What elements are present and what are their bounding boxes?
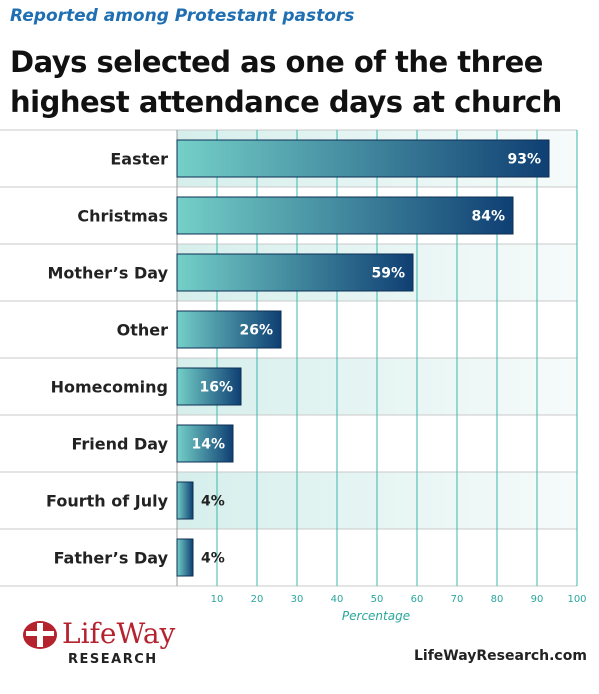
value-label: 59% — [371, 266, 405, 282]
bars — [176, 139, 550, 577]
logo-wordmark: LifeWay — [62, 617, 176, 650]
category-label: Fourth of July — [46, 492, 169, 511]
x-tick-label: 50 — [371, 594, 384, 605]
bar — [176, 310, 282, 349]
bar — [176, 367, 242, 406]
value-label: 84% — [471, 209, 505, 225]
bar — [176, 253, 414, 292]
bar — [176, 139, 550, 178]
website-link[interactable]: LifeWayResearch.com — [414, 648, 587, 664]
x-tick-label: 70 — [451, 594, 464, 605]
x-tick-label: 90 — [531, 594, 544, 605]
category-label: Christmas — [77, 207, 168, 226]
category-labels: Easter Christmas Mother’s Day Other Homecomi… — [46, 150, 169, 568]
x-tick-label: 60 — [411, 594, 424, 605]
x-tick-label: 100 — [567, 594, 586, 605]
x-tick-labels: 10 20 30 40 50 60 70 80 90 100 — [211, 594, 587, 605]
lifeway-logo: LifeWay RESEARCH — [22, 618, 182, 670]
category-label: Easter — [110, 150, 168, 169]
bar — [176, 481, 194, 520]
x-tick-label: 10 — [211, 594, 224, 605]
category-label: Other — [117, 321, 168, 340]
x-tick-label: 40 — [331, 594, 344, 605]
bar — [176, 538, 194, 577]
value-label: 16% — [199, 380, 233, 396]
x-tick-label: 20 — [251, 594, 264, 605]
x-axis-label: Percentage — [342, 609, 410, 623]
value-label: 4% — [201, 494, 225, 510]
category-label: Homecoming — [51, 378, 168, 397]
bar — [176, 196, 514, 235]
bar — [176, 424, 234, 463]
cross-logo-icon — [23, 621, 57, 649]
category-label: Friend Day — [71, 435, 168, 454]
value-label: 14% — [191, 437, 225, 453]
category-label: Mother’s Day — [47, 264, 168, 283]
value-label: 93% — [507, 152, 541, 168]
x-tick-label: 80 — [491, 594, 504, 605]
value-label: 4% — [201, 551, 225, 567]
value-label: 26% — [239, 323, 273, 339]
x-tick-label: 30 — [291, 594, 304, 605]
value-labels: 93% 84% 59% 26% 16% 14% 4% 4% — [191, 152, 541, 567]
chart-title: Days selected as one of the three highes… — [10, 45, 562, 119]
logo-subtitle: RESEARCH — [68, 652, 158, 667]
chart-subtitle: Reported among Protestant pastors — [10, 6, 355, 26]
bar-chart: Easter Christmas Mother’s Day Other Homecomi… — [0, 129, 587, 623]
category-label: Father’s Day — [54, 549, 169, 568]
